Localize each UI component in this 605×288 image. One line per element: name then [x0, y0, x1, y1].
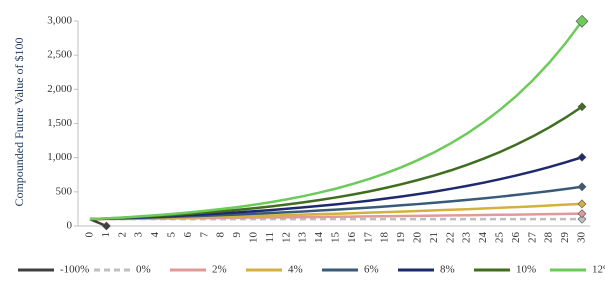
x-tick-label: 16	[346, 232, 358, 244]
legend-label: 10%	[516, 264, 536, 276]
x-tick-label: 23	[461, 232, 473, 244]
legend-label: 4%	[288, 264, 303, 276]
x-tick-label: 10	[248, 232, 260, 244]
x-tick-label: 4	[149, 232, 161, 238]
x-tick-label: 2	[116, 232, 128, 238]
x-tick-label: 15	[330, 232, 342, 244]
x-tick-label: 12	[280, 232, 292, 243]
x-tick-label: 8	[215, 232, 227, 238]
x-tick-label: 3	[133, 232, 145, 238]
x-tick-label: 24	[477, 232, 489, 244]
end-marker	[577, 209, 587, 219]
x-tick-label: 29	[559, 232, 571, 244]
x-tick-label: 20	[412, 232, 424, 244]
legend-label: 12%	[592, 264, 605, 276]
end-marker	[577, 102, 587, 112]
end-marker	[577, 182, 587, 192]
x-tick-label: 6	[182, 232, 194, 238]
end-marker	[101, 221, 111, 231]
x-tick-label: 21	[428, 232, 440, 243]
legend-label: 0%	[136, 264, 151, 276]
x-tick-label: 13	[297, 232, 309, 244]
x-tick-label: 17	[362, 232, 374, 244]
y-tick-label: 3,000	[47, 15, 72, 27]
x-tick-label: 30	[576, 232, 588, 244]
end-marker	[575, 14, 589, 28]
x-tick-label: 28	[543, 232, 555, 244]
y-tick-label: 0	[67, 220, 73, 232]
legend-label: 2%	[212, 264, 227, 276]
series-line	[89, 105, 583, 221]
x-tick-label: 14	[313, 232, 325, 244]
y-tick-label: 1,500	[47, 117, 72, 129]
x-tick-label: 26	[510, 232, 522, 244]
y-tick-label: 500	[56, 185, 73, 197]
x-tick-label: 5	[166, 232, 178, 238]
x-tick-label: 25	[494, 232, 506, 244]
x-tick-label: 19	[395, 232, 407, 244]
y-tick-label: 1,000	[47, 151, 72, 163]
end-marker	[577, 199, 587, 209]
x-tick-label: 1	[100, 232, 112, 238]
legend-label: 6%	[364, 264, 379, 276]
series-line	[89, 20, 584, 221]
y-tick-label: 2,500	[47, 49, 72, 61]
legend-label: 8%	[440, 264, 455, 276]
x-tick-label: 11	[264, 232, 276, 243]
x-tick-label: 27	[526, 232, 538, 244]
y-axis-title: Compounded Future Value of $100	[12, 37, 26, 206]
end-marker	[577, 152, 587, 162]
x-tick-label: 9	[231, 232, 243, 238]
x-tick-label: 7	[198, 232, 210, 238]
y-tick-label: 2,000	[47, 83, 72, 95]
legend-label: -100%	[60, 264, 89, 276]
x-tick-label: 0	[84, 232, 96, 238]
end-marker	[577, 214, 587, 224]
x-tick-label: 18	[379, 232, 391, 244]
x-tick-label: 22	[444, 232, 456, 243]
